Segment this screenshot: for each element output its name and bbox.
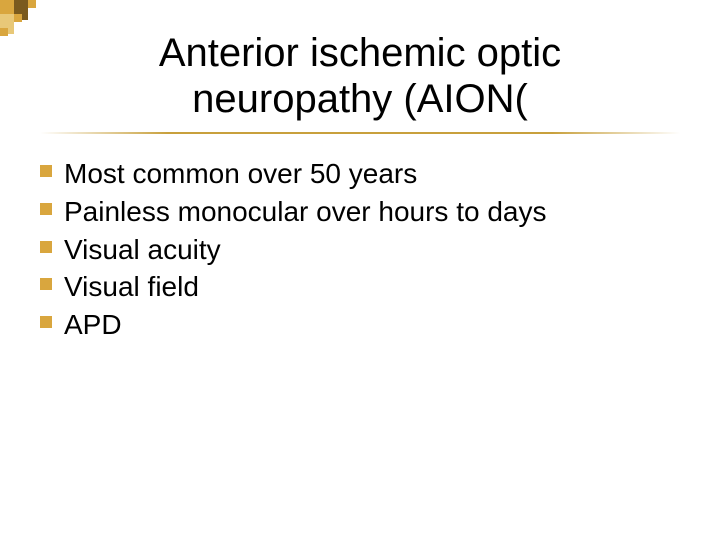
square-bullet-icon: [40, 241, 52, 253]
corner-decoration: [0, 0, 60, 40]
title-line-1: Anterior ischemic optic: [159, 31, 561, 75]
deco-square: [14, 14, 22, 22]
bullet-list: Most common over 50 yearsPainless monocu…: [0, 134, 720, 343]
list-item: Visual field: [40, 269, 680, 305]
list-item-text: Visual acuity: [64, 232, 221, 268]
square-bullet-icon: [40, 278, 52, 290]
list-item: Painless monocular over hours to days: [40, 194, 680, 230]
deco-square: [8, 28, 14, 34]
title-line-2: neuropathy (AION(: [192, 77, 528, 121]
deco-square: [28, 0, 36, 8]
square-bullet-icon: [40, 316, 52, 328]
deco-square: [14, 0, 28, 14]
list-item-text: APD: [64, 307, 122, 343]
list-item: APD: [40, 307, 680, 343]
square-bullet-icon: [40, 203, 52, 215]
deco-square: [0, 0, 14, 14]
list-item: Most common over 50 years: [40, 156, 680, 192]
list-item-text: Most common over 50 years: [64, 156, 417, 192]
deco-square: [0, 14, 14, 28]
square-bullet-icon: [40, 165, 52, 177]
list-item-text: Visual field: [64, 269, 199, 305]
list-item-text: Painless monocular over hours to days: [64, 194, 546, 230]
deco-square: [0, 28, 8, 36]
slide-title: Anterior ischemic optic neuropathy (AION…: [0, 0, 720, 122]
list-item: Visual acuity: [40, 232, 680, 268]
deco-square: [22, 14, 28, 20]
